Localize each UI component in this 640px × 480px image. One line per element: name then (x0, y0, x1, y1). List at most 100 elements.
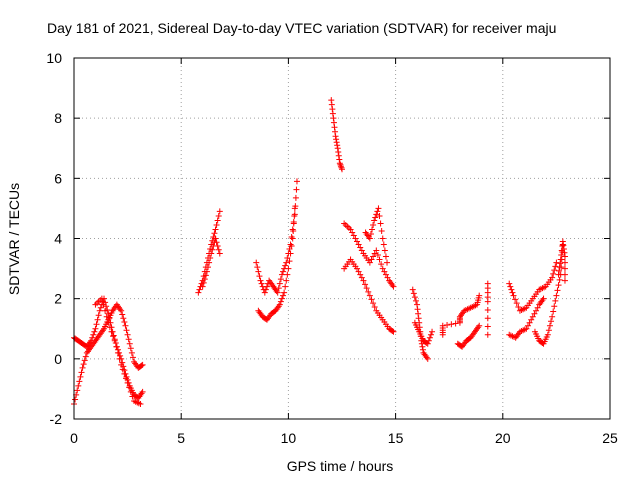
data-point (384, 274, 391, 281)
data-point (425, 337, 432, 344)
data-point (280, 292, 287, 299)
data-point (354, 238, 361, 245)
data-point (111, 337, 118, 344)
data-points (71, 97, 568, 407)
data-point (291, 205, 298, 212)
data-point (287, 250, 294, 257)
data-point (358, 274, 365, 281)
data-point (556, 276, 563, 283)
data-point (365, 288, 372, 295)
data-point (105, 319, 112, 326)
data-point (524, 322, 531, 329)
data-point (98, 295, 105, 302)
data-point (553, 292, 560, 299)
y-tick-label: 0 (54, 351, 62, 367)
data-point (333, 139, 340, 146)
data-point (357, 244, 364, 251)
data-point (334, 142, 341, 149)
data-point (507, 283, 514, 290)
data-point (382, 271, 389, 278)
data-point (278, 271, 285, 278)
data-point (374, 208, 381, 215)
data-point (122, 375, 129, 382)
data-point (214, 243, 221, 250)
data-point (334, 145, 341, 152)
data-point (97, 304, 104, 311)
data-point (196, 286, 203, 293)
data-point (379, 235, 386, 242)
data-point (439, 322, 446, 329)
data-point (368, 256, 375, 263)
data-point (290, 220, 297, 227)
data-point (100, 301, 107, 308)
data-point (513, 300, 520, 307)
data-point (216, 250, 223, 257)
x-tick-label: 25 (602, 430, 618, 446)
data-point (373, 211, 380, 218)
data-point (362, 281, 369, 288)
data-point (108, 328, 115, 335)
data-point (368, 296, 375, 303)
data-point (72, 396, 79, 403)
x-tick-label: 20 (495, 430, 511, 446)
data-point (424, 355, 431, 362)
data-point (561, 277, 568, 284)
data-point (523, 325, 530, 332)
data-point (286, 258, 293, 265)
series-arc-8 (328, 97, 345, 173)
data-point (560, 246, 567, 253)
data-point (137, 400, 144, 407)
data-point (549, 313, 556, 320)
data-point (330, 119, 337, 126)
data-point (377, 220, 384, 227)
data-point (129, 354, 136, 361)
data-point (557, 256, 564, 263)
data-point (288, 233, 295, 240)
data-point (381, 268, 388, 275)
data-point (96, 307, 103, 314)
data-point (113, 343, 120, 350)
data-point (427, 331, 434, 338)
data-point (95, 312, 102, 319)
series-arc-11 (362, 205, 391, 266)
data-point (76, 378, 83, 385)
x-tick-label: 5 (177, 430, 185, 446)
series-arc-18 (506, 295, 547, 341)
data-point (561, 271, 568, 278)
series-arc-16 (484, 280, 491, 338)
data-point (557, 260, 564, 267)
data-point (293, 178, 300, 185)
y-axis-label: SDTVAR / TECUs (6, 183, 22, 295)
data-point (286, 246, 293, 253)
series-arc-5 (199, 235, 223, 290)
data-point (390, 328, 397, 335)
data-point (551, 267, 558, 274)
data-point (560, 242, 567, 249)
data-point (293, 186, 300, 193)
axis-ticks: 0 5 10 15 20 25 -2 0 2 4 6 8 10 (46, 50, 618, 446)
data-point (548, 318, 555, 325)
data-point (448, 321, 455, 328)
data-point (292, 194, 299, 201)
data-point (561, 259, 568, 266)
grid-lines (74, 58, 610, 419)
series-arc-1 (71, 295, 146, 401)
data-point (371, 303, 378, 310)
data-point (212, 235, 219, 242)
data-point (506, 280, 513, 287)
data-point (357, 271, 364, 278)
data-point (121, 370, 128, 377)
data-point (77, 373, 84, 380)
data-point (533, 307, 540, 314)
data-point (384, 259, 391, 266)
data-point (195, 289, 202, 296)
data-point (415, 315, 422, 322)
chart-title: Day 181 of 2021, Sidereal Day-to-day VTE… (47, 20, 556, 36)
data-point (103, 313, 110, 320)
data-point (281, 289, 288, 296)
data-point (515, 303, 522, 310)
x-tick-label: 15 (388, 430, 404, 446)
data-point (215, 246, 222, 253)
data-point (213, 239, 220, 246)
